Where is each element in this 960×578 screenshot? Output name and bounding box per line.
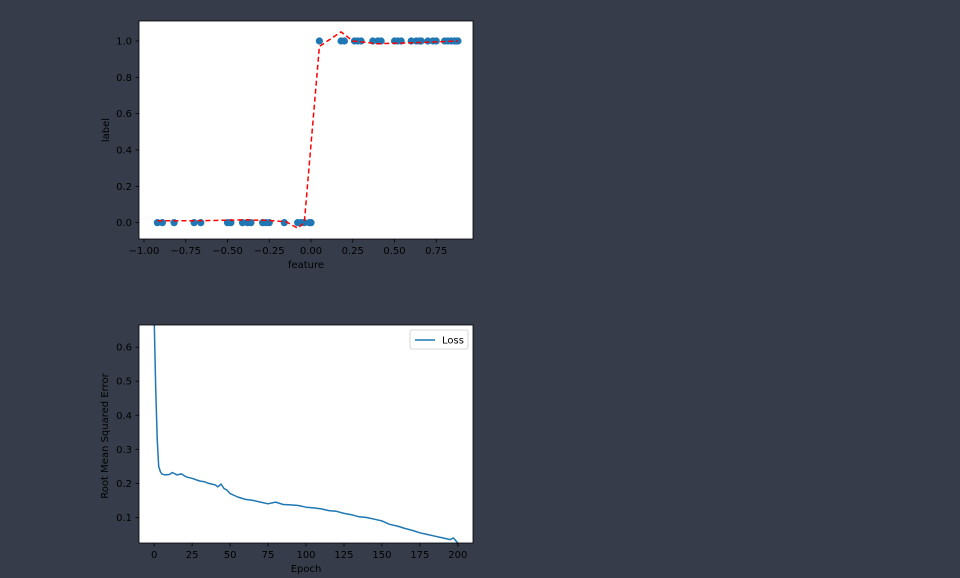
data-point xyxy=(315,37,323,45)
chart-marks xyxy=(153,325,459,543)
legend-entry-loss: Loss xyxy=(442,336,464,347)
data-point xyxy=(238,219,247,227)
tick-marks: −1.00 −0.75 −0.50 −0.25 0.00 0.25 0.50 0.75 0.0 0… xyxy=(116,36,447,257)
y-tick-label: 0.2 xyxy=(116,479,132,490)
x-axis-label: feature xyxy=(288,260,324,271)
y-axis-label: label xyxy=(101,118,112,142)
axes-frame xyxy=(138,20,474,240)
chart-marks xyxy=(153,30,462,229)
x-tick-label: 150 xyxy=(372,550,391,561)
y-tick-label: 0.3 xyxy=(116,445,132,456)
x-tick-label: 75 xyxy=(262,550,275,561)
y-tick-label: 0.5 xyxy=(116,377,132,388)
y-tick-label: 0.4 xyxy=(116,145,132,156)
data-point xyxy=(377,37,385,45)
x-axis-label: Epoch xyxy=(291,564,322,575)
data-point xyxy=(307,219,315,227)
tick-marks: 0 25 50 75 100 125 150 175 200 0.1 0.2 0.3 0.4 0.5 0.6 xyxy=(116,343,467,561)
fit-line xyxy=(157,30,459,229)
x-tick-label: 0.25 xyxy=(342,246,364,257)
x-tick-label: 100 xyxy=(296,550,315,561)
x-tick-label: −0.25 xyxy=(254,246,285,257)
x-tick-label: 125 xyxy=(334,550,353,561)
loss-chart: 0 25 50 75 100 125 150 175 200 0.1 0.2 0.3 0.4 0.5 0.6… xyxy=(100,324,474,575)
legend: Loss xyxy=(409,329,469,350)
y-axis-label: Root Mean Squared Error xyxy=(100,372,111,498)
series-line-loss xyxy=(153,325,459,543)
y-tick-label: 0.1 xyxy=(116,513,132,524)
y-tick-label: 0.6 xyxy=(116,343,132,354)
data-point xyxy=(357,37,365,45)
data-point xyxy=(340,37,349,45)
x-tick-label: 200 xyxy=(448,550,467,561)
legend-box xyxy=(409,329,469,350)
x-tick-label: 175 xyxy=(410,550,429,561)
plot-area xyxy=(139,325,473,543)
x-tick-label: −0.50 xyxy=(212,246,243,257)
x-tick-label: 25 xyxy=(186,550,199,561)
x-tick-label: 0 xyxy=(151,550,157,561)
y-tick-label: 0.8 xyxy=(116,73,132,84)
x-tick-label: −1.00 xyxy=(129,246,160,257)
plot-area xyxy=(139,21,473,239)
x-tick-label: 0.50 xyxy=(383,246,405,257)
data-point xyxy=(432,37,440,45)
data-point xyxy=(280,219,288,227)
x-tick-label: 0.75 xyxy=(425,246,447,257)
x-tick-label: 50 xyxy=(224,550,237,561)
x-tick-label: 0.00 xyxy=(300,246,322,257)
scatter-chart: −1.00 −0.75 −0.50 −0.25 0.00 0.25 0.50 0.75 0.0 0… xyxy=(101,20,474,271)
y-tick-label: 0.2 xyxy=(116,182,132,193)
y-tick-label: 0.4 xyxy=(116,411,132,422)
y-tick-label: 0.6 xyxy=(116,109,132,120)
data-point xyxy=(417,37,425,45)
x-tick-label: −0.75 xyxy=(170,246,201,257)
y-tick-label: 0.0 xyxy=(116,218,132,229)
data-point xyxy=(247,219,255,227)
y-tick-label: 1.0 xyxy=(116,36,132,47)
